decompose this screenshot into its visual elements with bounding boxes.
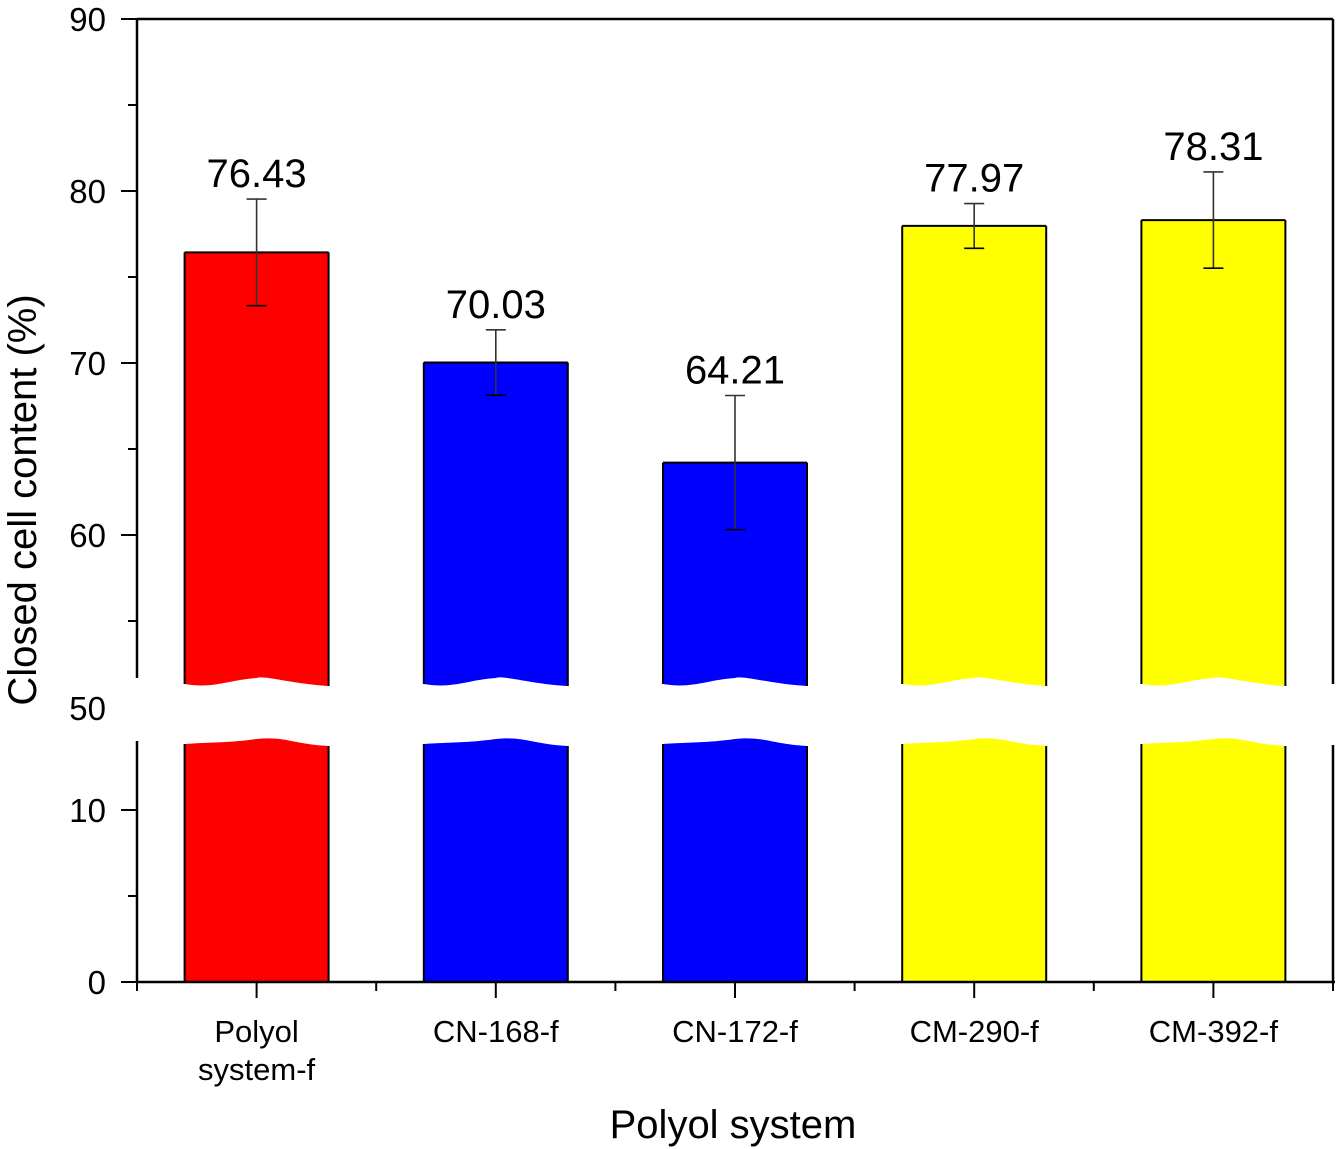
y-tick-label: 10: [69, 792, 106, 829]
bar-lower-segment: [423, 738, 568, 982]
y-tick-label: 0: [88, 964, 106, 1001]
y-tick-label: 70: [69, 345, 106, 382]
y-tick-label: 80: [69, 173, 106, 210]
bar-upper-segment: [663, 462, 807, 686]
x-tick-label: system-f: [198, 1052, 316, 1087]
axes-layer: [121, 17, 1335, 998]
x-tick-label: CN-172-f: [672, 1014, 798, 1049]
x-tick-label: CM-392-f: [1149, 1014, 1279, 1049]
y-axis-title: Closed cell content (%): [1, 294, 45, 705]
y-tick-label: 60: [69, 517, 106, 554]
bars-layer: [183, 171, 1287, 982]
bar-upper-segment: [423, 362, 568, 686]
x-tick-label: CN-168-f: [433, 1014, 559, 1049]
bar-lower-segment: [663, 738, 807, 982]
bar-upper-segment: [184, 252, 329, 687]
x-tick-label: Polyol: [214, 1014, 298, 1049]
y-tick-label: 90: [69, 1, 106, 38]
bar-lower-segment: [1141, 738, 1286, 982]
bar-lower-segment: [184, 738, 329, 982]
data-label: 78.31: [1163, 125, 1263, 169]
x-axis-title: Polyol system: [610, 1103, 857, 1147]
data-label: 76.43: [207, 152, 307, 196]
data-label: 64.21: [685, 349, 785, 393]
x-tick-label: CM-290-f: [910, 1014, 1040, 1049]
data-label: 77.97: [924, 157, 1024, 201]
bar-upper-segment: [1141, 220, 1286, 686]
bar-lower-segment: [902, 738, 1047, 982]
bar-upper-segment: [902, 225, 1047, 686]
y-axis-break-label: 50: [69, 690, 106, 727]
data-label: 70.03: [446, 283, 546, 327]
